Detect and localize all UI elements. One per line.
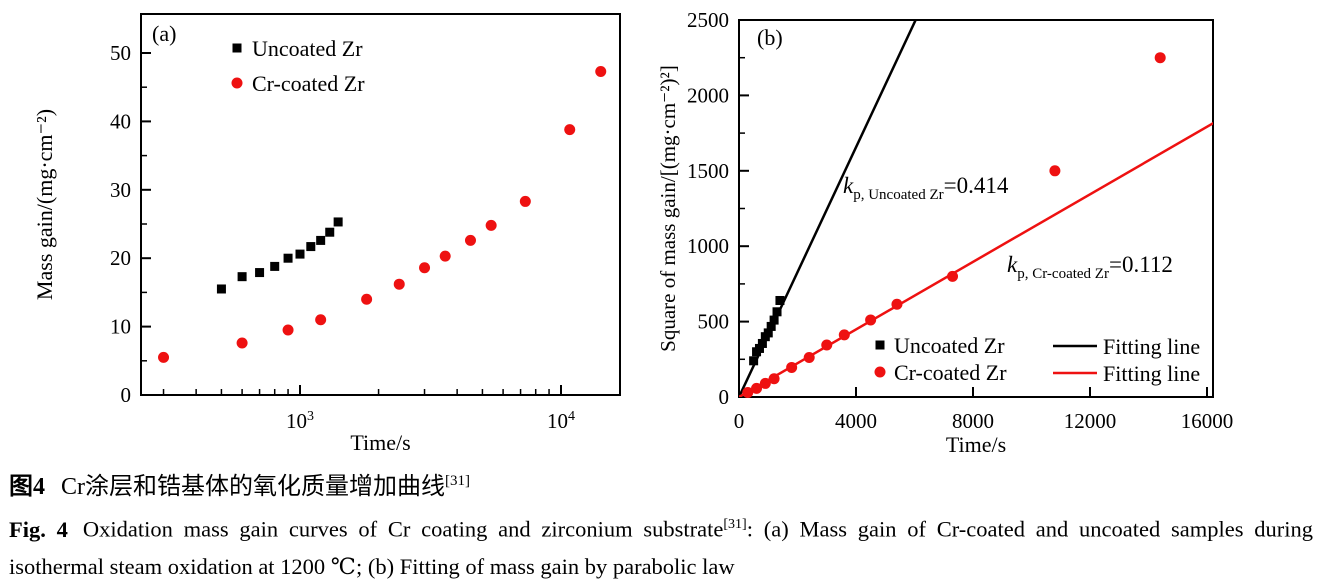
data-point-cr-coated-zr [419, 262, 431, 274]
data-point-cr-coated-zr [236, 337, 248, 349]
legend-label: Uncoated Zr [252, 36, 363, 61]
data-point-cr-coated-zr [1154, 52, 1166, 64]
data-point-cr-coated-zr [1049, 165, 1061, 177]
data-point-cr-coated-zr [891, 298, 903, 310]
data-point-cr-coated-zr [947, 270, 959, 282]
data-point-uncoated-zr [763, 328, 773, 338]
data-point-uncoated-zr [757, 338, 767, 348]
x-axis-title: Time/s [350, 430, 410, 455]
annotation-kp: kp, Cr-coated Zr=0.112 [1007, 252, 1173, 282]
data-point-uncoated-zr [316, 235, 326, 245]
caption-chinese: 图4 Cr涂层和锆基体的氧化质量增加曲线[31] [9, 464, 470, 504]
data-point-uncoated-zr [237, 272, 247, 282]
x-tick-label: 8000 [952, 409, 994, 433]
data-point-uncoated-zr [766, 321, 776, 331]
data-point-uncoated-zr [216, 284, 226, 294]
chart-b-parabolic-fit: 0 4000 8000 12000 16000 0 500 1000 1500 2000 2500 T… [660, 8, 1234, 457]
legend-marker-square [875, 340, 885, 350]
legend-label: Cr-coated Zr [894, 360, 1007, 385]
data-point-uncoated-zr [769, 315, 779, 325]
x-tick-label: 16000 [1181, 409, 1234, 433]
data-point-cr-coated-zr [393, 278, 405, 290]
y-tick-label: 0 [121, 383, 132, 407]
y-tick-label: 0 [719, 385, 730, 409]
data-point-uncoated-zr [270, 261, 280, 271]
plot-border [140, 13, 621, 396]
data-point-uncoated-zr [772, 307, 782, 317]
data-point-cr-coated-zr [786, 361, 798, 373]
x-tick-label: 12000 [1064, 409, 1117, 433]
caption-en-reference: [31] [723, 517, 747, 532]
x-tick-label: 104 [547, 409, 575, 433]
data-point-uncoated-zr [325, 227, 335, 237]
data-point-cr-coated-zr [464, 234, 476, 246]
plot-border [738, 19, 1214, 398]
x-tick-label: 0 [734, 409, 745, 433]
data-point-cr-coated-zr [282, 324, 294, 336]
data-point-cr-coated-zr [439, 250, 451, 262]
x-tick-label: 103 [286, 409, 314, 433]
chart-a-mass-gain: 103 104 0 10 20 30 40 50 Time/s Mass gain/(mg·cm⁻… [32, 13, 621, 455]
fitting-line-cr-coated [739, 121, 1213, 397]
data-point-cr-coated-zr [595, 65, 607, 77]
data-point-uncoated-zr [749, 356, 759, 366]
legend-marker-circle [231, 77, 243, 89]
data-point-uncoated-zr [283, 253, 293, 263]
caption-cn-text: Cr涂层和锆基体的氧化质量增加曲线 [61, 474, 445, 500]
panel-label-b: (b) [757, 25, 783, 50]
data-point-cr-coated-zr [485, 219, 497, 231]
caption-en-label: Fig. 4 [9, 516, 68, 542]
data-point-cr-coated-zr [315, 314, 327, 326]
data-point-uncoated-zr [775, 295, 785, 305]
y-tick-label: 20 [110, 246, 131, 270]
x-axis-title: Time/s [946, 432, 1006, 457]
legend-label: Fitting line [1103, 334, 1200, 359]
data-point-cr-coated-zr [361, 293, 373, 305]
caption-cn-reference: [31] [445, 473, 470, 489]
y-tick-label: 1500 [687, 159, 729, 183]
y-tick-label: 2000 [687, 83, 729, 107]
data-point-cr-coated-zr [751, 382, 763, 394]
panel-label-a: (a) [152, 21, 176, 46]
fitting-line-uncoated [739, 20, 918, 397]
data-point-cr-coated-zr [158, 351, 170, 363]
y-tick-label: 10 [110, 315, 131, 339]
data-point-uncoated-zr [295, 249, 305, 259]
legend-marker-circle [874, 366, 886, 378]
data-point-cr-coated-zr [742, 386, 754, 398]
legend-label: Fitting line [1103, 361, 1200, 386]
legend-label: Uncoated Zr [894, 333, 1005, 358]
data-point-cr-coated-zr [803, 351, 815, 363]
data-point-cr-coated-zr [759, 377, 771, 389]
y-axis-title: Square of mass gain/[(mg·cm⁻²)²] [660, 65, 680, 352]
y-tick-label: 50 [110, 41, 131, 65]
annotation-kp: kp, Uncoated Zr=0.414 [843, 173, 1009, 203]
y-tick-label: 30 [110, 178, 131, 202]
x-tick-label: 4000 [835, 409, 877, 433]
data-point-uncoated-zr [306, 242, 316, 252]
y-tick-label: 1000 [687, 234, 729, 258]
y-tick-label: 500 [698, 310, 730, 334]
legend-label: Cr-coated Zr [252, 71, 365, 96]
data-point-cr-coated-zr [564, 124, 576, 136]
y-axis-title: Mass gain/(mg·cm⁻²) [32, 109, 57, 300]
data-point-uncoated-zr [333, 217, 343, 227]
data-point-cr-coated-zr [838, 329, 850, 341]
data-point-uncoated-zr [255, 268, 265, 278]
data-point-cr-coated-zr [865, 314, 877, 326]
legend-marker-square [232, 43, 242, 53]
caption-en-part1: Oxidation mass gain curves of Cr coating… [82, 516, 724, 542]
caption-english: Fig. 4 Oxidation mass gain curves of Cr c… [9, 506, 1313, 585]
y-tick-label: 40 [110, 109, 131, 133]
data-point-cr-coated-zr [519, 195, 531, 207]
data-point-cr-coated-zr [768, 373, 780, 385]
y-tick-label: 2500 [687, 8, 729, 32]
caption-cn-label: 图4 [9, 474, 45, 500]
data-point-uncoated-zr [754, 343, 764, 353]
data-point-cr-coated-zr [821, 339, 833, 351]
caption-en-part2: : (a) Mass gain of Cr-coated and uncoate… [9, 516, 1313, 579]
